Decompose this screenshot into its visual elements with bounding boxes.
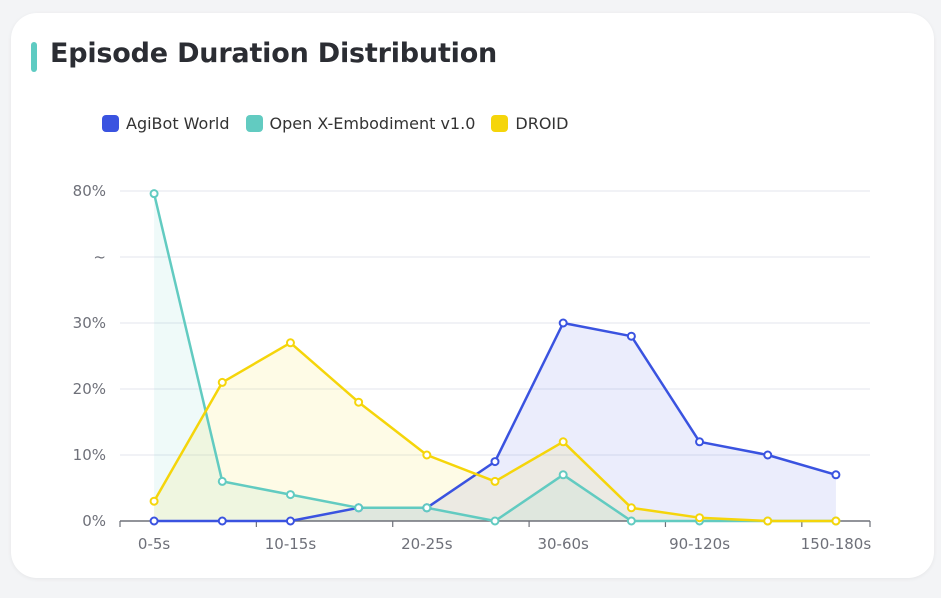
y-tick-label: 80% xyxy=(73,182,106,200)
legend-label: Open X-Embodiment v1.0 xyxy=(269,114,476,133)
data-point-2 xyxy=(763,516,773,526)
data-point-1 xyxy=(149,189,159,199)
x-tick-label: 0-5s xyxy=(138,535,170,553)
x-tick-label: 150-180s xyxy=(801,535,872,553)
data-point-0 xyxy=(626,331,636,341)
legend-swatch xyxy=(102,115,119,132)
data-point-2 xyxy=(695,513,705,523)
x-tick-label: 90-120s xyxy=(669,535,730,553)
title-accent-bar xyxy=(31,42,37,72)
data-point-0 xyxy=(490,457,500,467)
data-point-0 xyxy=(558,318,568,328)
y-tick-label: ~ xyxy=(93,248,106,266)
data-point-2 xyxy=(217,377,227,387)
data-point-0 xyxy=(217,516,227,526)
data-point-0 xyxy=(285,516,295,526)
data-point-2 xyxy=(149,496,159,506)
legend-item-agibot[interactable]: AgiBot World xyxy=(102,114,230,133)
data-point-1 xyxy=(217,476,227,486)
data-point-2 xyxy=(558,437,568,447)
legend-item-droid[interactable]: DROID xyxy=(491,114,568,133)
data-point-2 xyxy=(490,476,500,486)
legend-swatch xyxy=(245,115,263,132)
data-point-2 xyxy=(354,397,364,407)
x-tick-label: 20-25s xyxy=(401,535,453,553)
series-area-2 xyxy=(154,342,836,521)
data-point-0 xyxy=(149,516,159,526)
data-point-2 xyxy=(626,503,636,513)
legend: AgiBot World Open X-Embodiment v1.0 DROI… xyxy=(102,114,568,133)
data-point-2 xyxy=(285,338,295,348)
legend-label: AgiBot World xyxy=(126,114,230,133)
series-area-1 xyxy=(154,193,836,521)
data-point-1 xyxy=(490,516,500,526)
y-tick-label: 0% xyxy=(82,512,106,530)
legend-item-oxe[interactable]: Open X-Embodiment v1.0 xyxy=(245,114,476,133)
data-point-2 xyxy=(831,516,841,526)
chart-title: Episode Duration Distribution xyxy=(50,38,498,69)
data-point-2 xyxy=(422,450,432,460)
data-point-1 xyxy=(422,503,432,513)
data-point-1 xyxy=(354,503,364,513)
series-area-0 xyxy=(154,323,836,521)
data-point-0 xyxy=(695,437,705,447)
data-point-0 xyxy=(831,470,841,480)
x-tick-label: 10-15s xyxy=(265,535,317,553)
data-point-0 xyxy=(763,450,773,460)
legend-swatch xyxy=(491,115,509,132)
y-tick-label: 30% xyxy=(73,314,106,332)
data-point-1 xyxy=(558,470,568,480)
y-tick-label: 10% xyxy=(73,446,106,464)
legend-label: DROID xyxy=(515,114,569,133)
y-tick-label: 20% xyxy=(73,380,106,398)
data-point-1 xyxy=(285,490,295,500)
x-tick-label: 30-60s xyxy=(537,535,589,553)
data-point-1 xyxy=(626,516,636,526)
